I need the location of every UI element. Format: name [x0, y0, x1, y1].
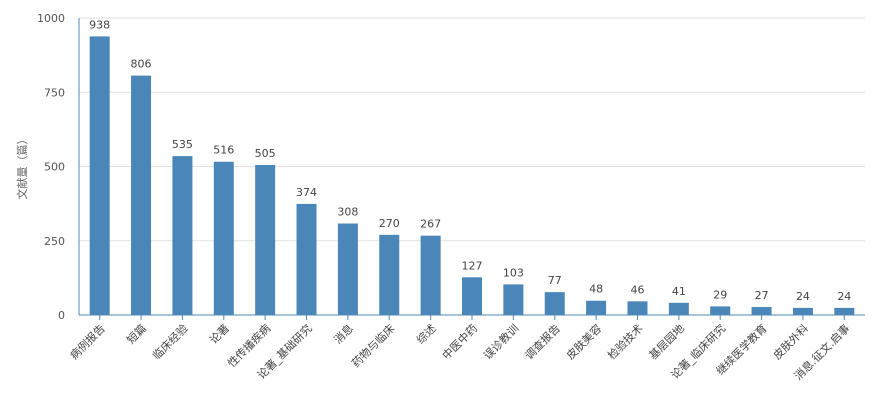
- axes: [78, 18, 865, 320]
- x-tick-label: 病例报告: [67, 321, 108, 362]
- data-label: 103: [503, 266, 524, 279]
- x-tick-label: 基层园地: [647, 322, 687, 362]
- bar: [172, 156, 193, 315]
- bar: [503, 284, 524, 315]
- bar: [834, 307, 855, 315]
- data-label: 48: [589, 283, 603, 296]
- bar: [296, 203, 317, 315]
- x-tick-label: 消息: [331, 321, 356, 346]
- gridlines: [79, 17, 865, 242]
- data-label: 77: [548, 274, 562, 287]
- data-label: 127: [462, 259, 483, 272]
- x-tick-label: 论著: [206, 321, 231, 346]
- data-label: 806: [131, 58, 152, 71]
- data-label: 516: [213, 144, 234, 157]
- data-label: 46: [630, 283, 644, 296]
- data-label: 535: [172, 138, 193, 151]
- data-label: 29: [713, 288, 727, 301]
- data-label: 41: [672, 285, 686, 298]
- bar: [627, 301, 648, 315]
- bar: [792, 307, 813, 315]
- x-tick-label: 综述: [413, 321, 438, 346]
- bar: [751, 306, 772, 315]
- bar: [420, 235, 441, 315]
- x-tick-label: 临床经验: [150, 321, 191, 362]
- data-label: 308: [337, 206, 358, 219]
- labels: 0 250 500 750 1000 938 病例报告 806 短篇 535 临床经验 516 论著 50…: [37, 12, 852, 383]
- y-tick-label: 500: [44, 161, 65, 174]
- data-label: 938: [89, 18, 110, 31]
- x-tick-label: 调查报告: [522, 321, 563, 362]
- x-tick-label: 皮肤外科: [770, 321, 811, 362]
- bar: [668, 302, 689, 315]
- data-label: 27: [755, 289, 769, 302]
- bar: [586, 300, 607, 315]
- data-label: 270: [379, 217, 400, 230]
- bar: [337, 223, 358, 315]
- bar: [544, 292, 565, 315]
- bar: [89, 36, 110, 315]
- x-tick-label: 短篇: [124, 321, 149, 346]
- y-tick-label: 1000: [37, 12, 65, 25]
- bar: [213, 161, 234, 315]
- y-tick-label: 750: [44, 86, 65, 99]
- bars: [89, 36, 855, 315]
- y-axis-title: 文献量（篇）: [15, 134, 29, 200]
- bar: [710, 306, 731, 315]
- y-tick-label: 0: [58, 309, 65, 322]
- bar: [462, 277, 482, 315]
- x-tick-label: 检验技术: [605, 321, 646, 362]
- bar: [379, 234, 400, 315]
- x-tick-label: 皮肤美容: [563, 321, 604, 362]
- y-tick-label: 250: [44, 235, 65, 248]
- data-label: 374: [296, 186, 317, 199]
- data-label: 24: [796, 290, 810, 303]
- data-label: 505: [255, 147, 276, 160]
- bar: [255, 165, 276, 315]
- bar: [131, 75, 152, 315]
- data-label: 267: [420, 218, 441, 231]
- x-tick-label: 误诊教训: [480, 321, 521, 362]
- x-tick-label: 中医中药: [440, 322, 480, 362]
- data-label: 24: [837, 290, 851, 303]
- x-tick-label: 药物与临床: [349, 321, 398, 370]
